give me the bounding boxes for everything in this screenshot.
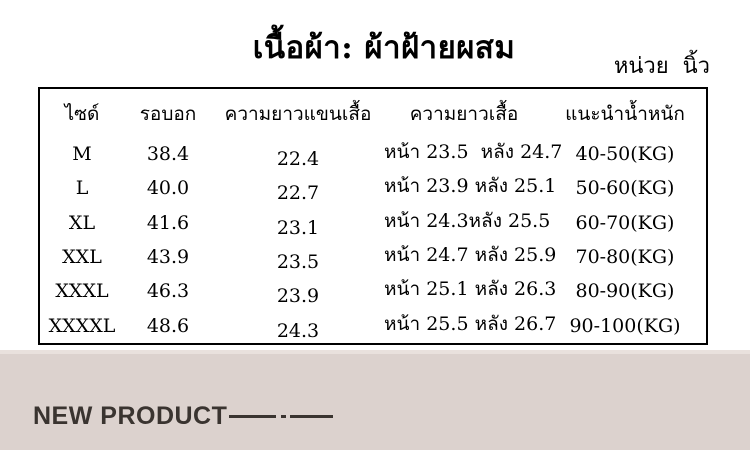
cell-length: หน้า 24.3หลัง 25.5 bbox=[384, 209, 551, 232]
table-row: XXXXL 48.6 24.3 หน้า 25.5 หลัง 26.7 90-1… bbox=[40, 309, 706, 343]
cell-chest: 46.3 bbox=[146, 280, 190, 303]
cell-sleeve: 23.1 bbox=[276, 216, 320, 239]
unit-label: หน่วย นิ้ว bbox=[613, 54, 710, 79]
column-header-length: ความยาวเสื้อ bbox=[409, 103, 519, 125]
cell-chest: 38.4 bbox=[146, 143, 190, 166]
cell-weight: 50-60(KG) bbox=[575, 177, 675, 200]
dash-line-icon bbox=[229, 415, 277, 418]
cell-chest: 40.0 bbox=[146, 177, 190, 200]
cell-weight: 40-50(KG) bbox=[575, 143, 675, 166]
column-header-sleeve: ความยาวแขนเสื้อ bbox=[224, 103, 372, 125]
cell-size: XXL bbox=[62, 246, 102, 269]
cell-size: M bbox=[72, 143, 92, 166]
cell-length: หน้า 25.5 หลัง 26.7 bbox=[384, 312, 557, 335]
cell-sleeve: 22.7 bbox=[276, 182, 320, 205]
cell-chest: 41.6 bbox=[146, 211, 190, 234]
table-row: M 38.4 22.4 หน้า 23.5 หลัง 24.7 40-50(KG… bbox=[40, 137, 706, 171]
cell-weight: 60-70(KG) bbox=[575, 211, 675, 234]
column-header-chest: รอบอก bbox=[139, 103, 197, 125]
table-row: XXXL 46.3 23.9 หน้า 25.1 หลัง 26.3 80-90… bbox=[40, 274, 706, 308]
cell-sleeve: 24.3 bbox=[276, 319, 320, 342]
cell-length: หน้า 23.5 หลัง 24.7 bbox=[384, 141, 563, 164]
size-table-header: ไซด์ รอบอก ความยาวแขนเสื้อ ความยาวเสื้อ … bbox=[40, 89, 706, 137]
cell-chest: 43.9 bbox=[146, 246, 190, 269]
cell-weight: 70-80(KG) bbox=[575, 246, 675, 269]
cell-sleeve: 23.5 bbox=[276, 251, 320, 274]
table-row: XXL 43.9 23.5 หน้า 24.7 หลัง 25.9 70-80(… bbox=[40, 240, 706, 274]
header-row: ไซด์ รอบอก ความยาวแขนเสื้อ ความยาวเสื้อ … bbox=[40, 89, 706, 137]
cell-chest: 48.6 bbox=[146, 314, 190, 337]
footer-band: NEW PRODUCT bbox=[0, 350, 750, 450]
cell-weight: 90-100(KG) bbox=[569, 314, 681, 337]
cell-weight: 80-90(KG) bbox=[575, 280, 675, 303]
cell-length: หน้า 25.1 หลัง 26.3 bbox=[384, 278, 557, 301]
cell-size: XXXL bbox=[55, 280, 109, 303]
cell-length: หน้า 24.7 หลัง 25.9 bbox=[384, 244, 557, 267]
cell-sleeve: 22.4 bbox=[276, 148, 320, 171]
footer-line: NEW PRODUCT bbox=[33, 402, 334, 431]
column-header-size: ไซด์ bbox=[64, 103, 100, 125]
cell-length: หน้า 23.9 หลัง 25.1 bbox=[384, 175, 557, 198]
dash-dot-icon bbox=[281, 415, 287, 418]
table-row: XL 41.6 23.1 หน้า 24.3หลัง 25.5 60-70(KG… bbox=[40, 206, 706, 240]
page-title: เนื้อผ้า: ผ้าฝ้ายผสม bbox=[252, 30, 516, 66]
cell-size: XL bbox=[68, 211, 96, 234]
table-row: L 40.0 22.7 หน้า 23.9 หลัง 25.1 50-60(KG… bbox=[40, 171, 706, 205]
new-product-label: NEW PRODUCT bbox=[33, 402, 228, 430]
size-table-container: ไซด์ รอบอก ความยาวแขนเสื้อ ความยาวเสื้อ … bbox=[38, 87, 708, 345]
column-header-weight: แนะนำน้ำหนัก bbox=[565, 103, 685, 125]
cell-size: L bbox=[75, 177, 89, 200]
size-table: ไซด์ รอบอก ความยาวแขนเสื้อ ความยาวเสื้อ … bbox=[40, 89, 706, 343]
size-table-body: M 38.4 22.4 หน้า 23.5 หลัง 24.7 40-50(KG… bbox=[40, 137, 706, 343]
cell-size: XXXXL bbox=[48, 314, 116, 337]
cell-sleeve: 23.9 bbox=[276, 285, 320, 308]
dash-line-icon bbox=[290, 415, 334, 418]
